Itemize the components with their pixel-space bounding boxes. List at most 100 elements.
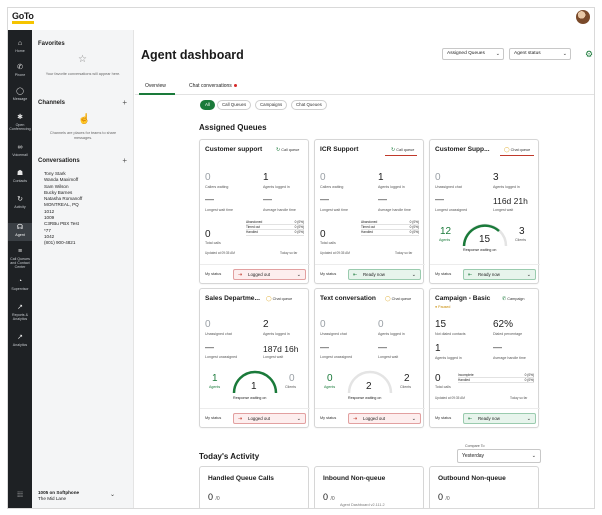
agent-status-dropdown[interactable]: Agent status ⌄: [509, 48, 571, 60]
conversation-item[interactable]: 1012: [44, 208, 55, 214]
queue-card-sales-department[interactable]: Sales Departme... ◯Chat queue 0 Unassign…: [199, 288, 310, 428]
rail-item-home[interactable]: ⌂ Home: [8, 40, 32, 53]
rail-item-reports[interactable]: ↗ Reports & Analytics: [8, 304, 32, 321]
clients-value: 0: [289, 373, 295, 384]
chevron-down-icon[interactable]: ⌄: [109, 492, 115, 498]
unread-dot: [233, 84, 237, 88]
metric-value: 187d 16h: [263, 344, 299, 354]
status-dropdown[interactable]: ⇤ Ready now ⌄: [348, 269, 421, 280]
clients-value: 2: [404, 373, 410, 384]
queue-card-campaign-basic[interactable]: Campaign - Basic ✆Campaign ● Paused 15 N…: [429, 288, 540, 428]
rail-item-supervisor[interactable]: ◔ Supervisor: [8, 278, 32, 291]
rail-item-analytics[interactable]: ↗ Analytics: [8, 334, 32, 347]
conversation-item[interactable]: 1009: [44, 215, 55, 221]
reports-icon: ↗: [17, 304, 23, 311]
conversation-item[interactable]: Wanda Maximoff: [44, 177, 79, 183]
status-dropdown[interactable]: ⇥ Logged out ⌄: [348, 413, 421, 424]
status-dropdown[interactable]: ⇤ Ready now ⌄: [463, 413, 536, 424]
gear-icon[interactable]: ⚙: [585, 49, 594, 59]
phone-icon: ✆: [502, 296, 507, 302]
queue-icon: ≡: [17, 248, 23, 255]
star-icon: ☆: [78, 54, 87, 65]
compare-to-dropdown[interactable]: Yesterday ⌄: [457, 449, 541, 463]
metric-value: 0: [205, 319, 211, 330]
softphone-status[interactable]: 1005 on Softphone The Mid Lane: [38, 490, 80, 501]
rail-item-contacts[interactable]: ☗ Contacts: [8, 170, 32, 183]
metric-value: 3: [493, 172, 499, 183]
conversation-item[interactable]: Natasha Romanoff: [44, 196, 83, 202]
tab-overview[interactable]: Overview: [145, 83, 166, 89]
apps-grid-button[interactable]: ⁞⁞⁞: [8, 492, 32, 501]
rail-item-call-queues[interactable]: ≡ Call Queues and Contact Center: [8, 248, 32, 269]
metric-label: Agents logged in: [263, 185, 290, 189]
total-calls-label: Total calls: [205, 241, 221, 245]
conversation-item[interactable]: Tony Stark: [44, 171, 66, 176]
tag-underline: [385, 155, 417, 156]
metric-value: 116d 21h: [493, 196, 528, 206]
card-title: Customer support: [205, 146, 263, 153]
conversation-item[interactable]: 1042: [44, 233, 55, 239]
conversation-item[interactable]: (801) 900-4821: [44, 240, 76, 246]
login-icon: ⇤: [353, 272, 358, 278]
card-title: Campaign - Basic: [435, 295, 491, 302]
queue-card-text-conversation[interactable]: Text conversation ◯Chat queue 0 Unassign…: [314, 288, 425, 428]
rail-item-message[interactable]: ◯ Message: [8, 88, 32, 101]
metric-value: —: [205, 342, 214, 352]
agents-value: 0: [327, 373, 333, 384]
conversation-item[interactable]: C3RBu PBX Test: [44, 221, 79, 227]
grid-icon: ⁞⁞⁞: [17, 492, 23, 499]
conversations-title: Conversations: [38, 158, 80, 164]
queue-card-customer-supp-chat[interactable]: Customer Supp... ◯Chat queue 0 Unassigne…: [429, 139, 540, 284]
status-dropdown[interactable]: ⇥ Logged out ⌄: [233, 269, 306, 280]
metric-label: Longest wait: [493, 208, 514, 212]
agents-value: 12: [440, 226, 452, 237]
avatar[interactable]: [576, 10, 590, 24]
metric-value: 0: [320, 319, 326, 330]
queue-card-customer-support[interactable]: Customer support ↻Call queue 0 Callers w…: [199, 139, 310, 284]
filter-call-queues[interactable]: Call Queues: [217, 100, 252, 110]
metric-value: 0: [435, 172, 441, 183]
add-channel-button[interactable]: +: [122, 98, 127, 107]
metric-label: Agents logged in: [435, 356, 462, 360]
calls-breakdown-table: Incomplete 0 (0%) Handled 0 (0%): [458, 373, 534, 384]
status-dropdown[interactable]: ⇤ Ready now ⌄: [463, 269, 536, 280]
period-label: Today so far: [280, 251, 298, 255]
add-conversation-button[interactable]: +: [122, 156, 127, 165]
filter-all[interactable]: All: [200, 100, 215, 110]
metric-label: Longest unassigned: [320, 355, 353, 359]
tab-bar: Overview Chat conversations: [135, 79, 594, 95]
conversation-item[interactable]: MONTREAL, PQ: [44, 202, 79, 208]
rail-item-agent[interactable]: ☊ Agent: [8, 224, 32, 237]
conversation-item[interactable]: Sam Wilson: [44, 183, 69, 189]
home-icon: ⌂: [17, 40, 23, 47]
clients-value: 3: [519, 226, 525, 237]
logout-icon: ⇥: [238, 416, 243, 422]
tab-chat-conversations[interactable]: Chat conversations: [189, 83, 237, 89]
rail-item-phone[interactable]: ✆ Phone: [8, 64, 32, 77]
filter-chat-queues[interactable]: Chat Queues: [291, 100, 327, 110]
conversation-item[interactable]: Bucky Barnes: [44, 189, 73, 195]
total-calls-value: 0: [205, 229, 211, 240]
metric-value: 62%: [493, 319, 514, 330]
filter-campaigns[interactable]: Campaigns: [255, 100, 288, 110]
logout-icon: ⇥: [238, 272, 243, 278]
metric-label: Not dialed contacts: [435, 332, 466, 336]
updated-time: Updated at 09:35 AM: [435, 396, 465, 400]
rail-active-highlight: [8, 223, 32, 241]
assigned-queues-dropdown[interactable]: Assigned Queues ⌄: [442, 48, 504, 60]
conversation-item[interactable]: *77: [44, 227, 51, 233]
queue-card-icr-support[interactable]: ICR Support ↻Call queue 0 Callers waitin…: [314, 139, 425, 284]
rail-item-activity[interactable]: ↻ Activity: [8, 196, 32, 209]
status-dropdown[interactable]: ⇥ Logged out ⌄: [233, 413, 306, 424]
metric-label: Unassigned chat: [320, 332, 347, 336]
card-title: Sales Departme...: [205, 295, 260, 302]
metric-label: Unassigned chat: [205, 332, 232, 336]
my-status-row: My status ⇤ Ready now ⌄: [430, 408, 540, 428]
version-label: Agent Dashboard v2.111.2: [340, 503, 385, 507]
metric-label: Dialed percentage: [493, 332, 523, 336]
response-gauge: [462, 223, 508, 247]
rail-item-voicemail[interactable]: ∞ Voicemail: [8, 144, 32, 157]
rail-item-conferencing[interactable]: ✱ Open Conferencing: [9, 114, 31, 131]
metric-value: 1: [378, 172, 384, 183]
chat-bubble-icon: ◯: [266, 296, 272, 302]
